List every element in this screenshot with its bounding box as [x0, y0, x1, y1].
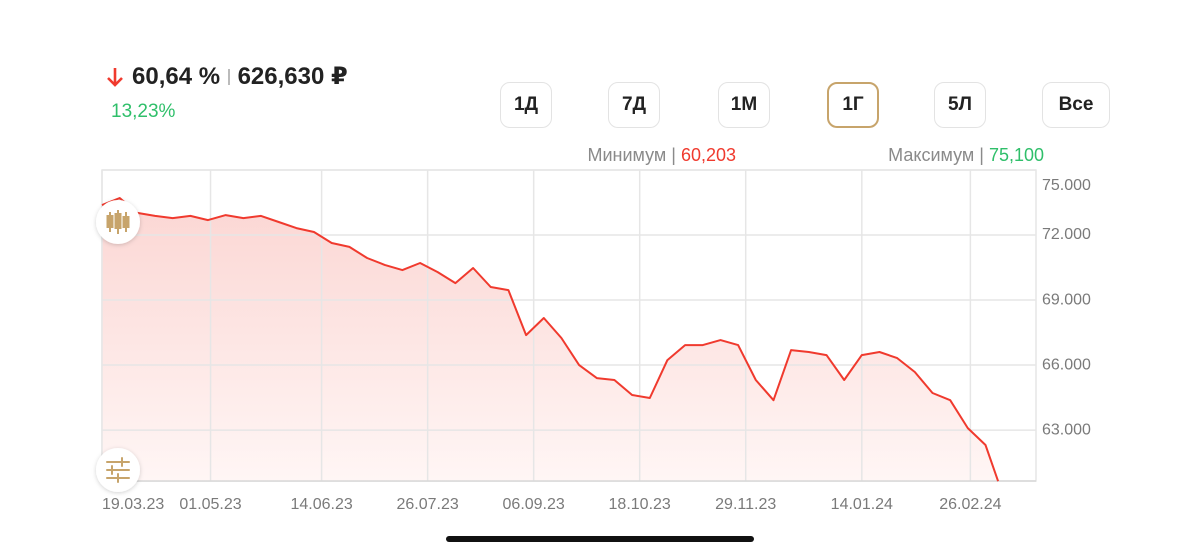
- down-arrow: [107, 67, 123, 87]
- period-button[interactable]: 5Л: [934, 82, 986, 128]
- header: 60,64 % 626,630 ₽: [106, 62, 348, 91]
- price-line: [101, 197, 1000, 482]
- separator: [228, 68, 230, 85]
- y-tick-label: 63.000: [1042, 421, 1091, 438]
- period-button[interactable]: Все: [1042, 82, 1110, 128]
- period-button[interactable]: 1Д: [500, 82, 552, 128]
- x-tick-label: 06.09.23: [503, 496, 565, 513]
- price: 626,630 ₽: [237, 63, 348, 90]
- x-tick-label: 26.02.24: [939, 496, 1001, 513]
- change-percent: 60,64 %: [132, 62, 221, 90]
- min-label: Минимум: [587, 145, 667, 165]
- x-tick-label: 18.10.23: [609, 496, 671, 513]
- x-tick-label: 14.06.23: [290, 496, 352, 513]
- yield: 13,23%: [111, 101, 176, 122]
- max-info: Максимум | 75,100: [888, 145, 1044, 165]
- y-tick-label: 66.000: [1042, 356, 1091, 373]
- period-button[interactable]: 7Д: [608, 82, 660, 128]
- min-info: Минимум | 60,203: [587, 145, 736, 165]
- max-label: Максимум: [888, 145, 975, 165]
- x-tick-label: 29.11.23: [715, 496, 776, 513]
- y-tick-label: 69.000: [1042, 291, 1091, 308]
- area-fill: [102, 198, 999, 482]
- min-value: 60,203: [680, 145, 736, 165]
- period-button[interactable]: 1Г: [827, 82, 879, 128]
- x-tick-label: 26.07.23: [396, 496, 458, 513]
- x-tick-label: 14.01.24: [831, 496, 893, 513]
- period-button[interactable]: 1М: [718, 82, 770, 128]
- y-tick-label: 75.000: [1042, 177, 1091, 194]
- max-value: 75,100: [988, 145, 1044, 165]
- x-tick-label: 19.03.23: [102, 496, 164, 513]
- y-tick-label: 72.000: [1042, 226, 1091, 243]
- x-tick-label: 01.05.23: [179, 496, 241, 513]
